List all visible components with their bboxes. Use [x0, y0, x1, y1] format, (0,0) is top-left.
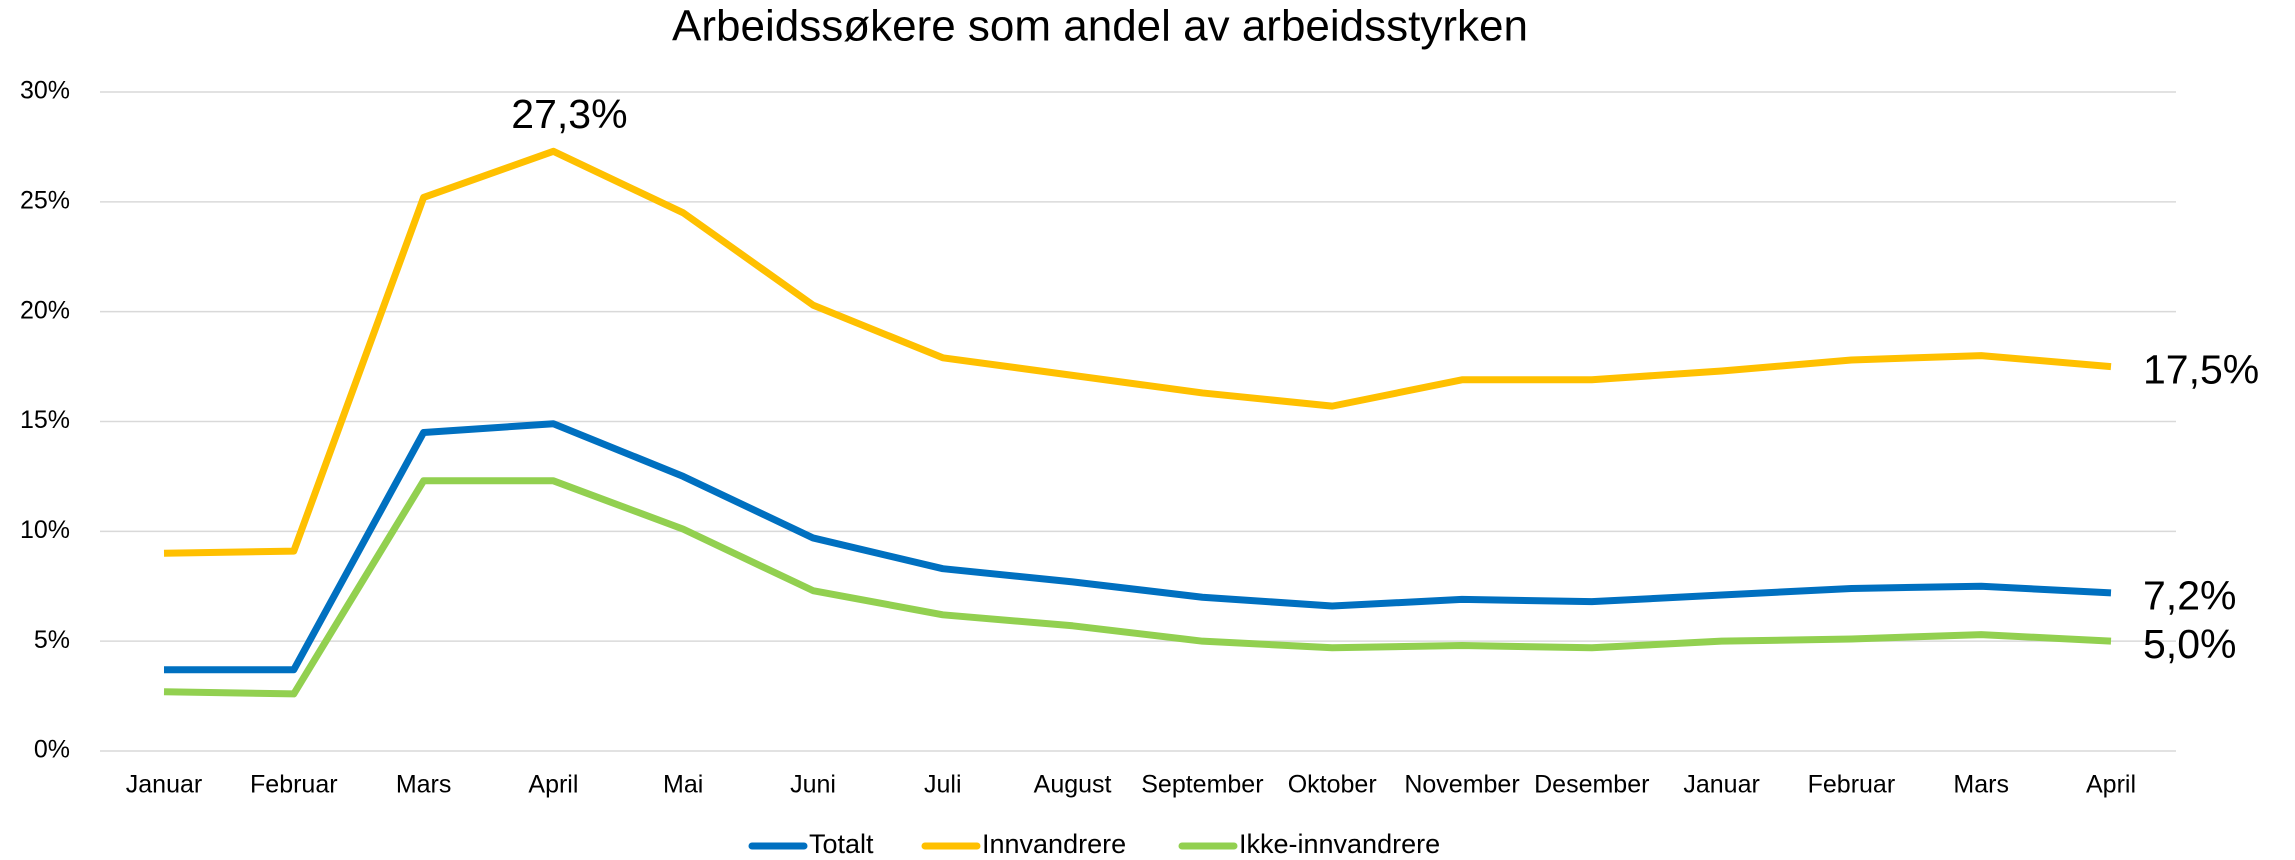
y-tick-label: 20%: [20, 296, 70, 324]
x-tick-label: Februar: [250, 771, 338, 799]
data-label: 5,0%: [2143, 621, 2236, 667]
x-tick-label: Mars: [1953, 771, 2009, 799]
x-tick-label: Mars: [396, 771, 452, 799]
series-line: [163, 477, 2112, 698]
x-tick-label: April: [528, 771, 578, 799]
x-tick-label: November: [1404, 771, 1519, 799]
legend-label: Innvandrere: [982, 829, 1126, 859]
y-tick-label: 25%: [20, 186, 70, 214]
x-tick-label: Juni: [790, 771, 836, 799]
chart-title: Arbeidssøkere som andel av arbeidsstyrke…: [672, 2, 1528, 51]
x-tick-label: Juli: [924, 771, 962, 799]
series-line: [164, 420, 2112, 674]
data-label: 17,5%: [2143, 346, 2259, 392]
x-tick-label: Februar: [1808, 771, 1896, 799]
x-tick-label: Oktober: [1288, 771, 1377, 799]
legend-label: Ikke-innvandrere: [1239, 829, 1440, 859]
x-tick-label: April: [2086, 771, 2136, 799]
x-tick-label: August: [1034, 771, 1112, 799]
y-tick-label: 15%: [20, 406, 70, 434]
y-tick-label: 0%: [34, 736, 70, 764]
data-label: 7,2%: [2143, 573, 2236, 619]
x-tick-label: Januar: [126, 771, 202, 799]
y-tick-label: 30%: [20, 77, 70, 105]
legend-label: Totalt: [809, 829, 874, 859]
y-tick-label: 10%: [20, 516, 70, 544]
x-tick-label: Mai: [663, 771, 703, 799]
x-tick-label: Desember: [1534, 771, 1649, 799]
y-tick-label: 5%: [34, 626, 70, 654]
x-tick-label: Januar: [1683, 771, 1759, 799]
x-tick-label: September: [1141, 771, 1263, 799]
series-line: [163, 147, 2112, 557]
data-label: 27,3%: [511, 91, 627, 137]
